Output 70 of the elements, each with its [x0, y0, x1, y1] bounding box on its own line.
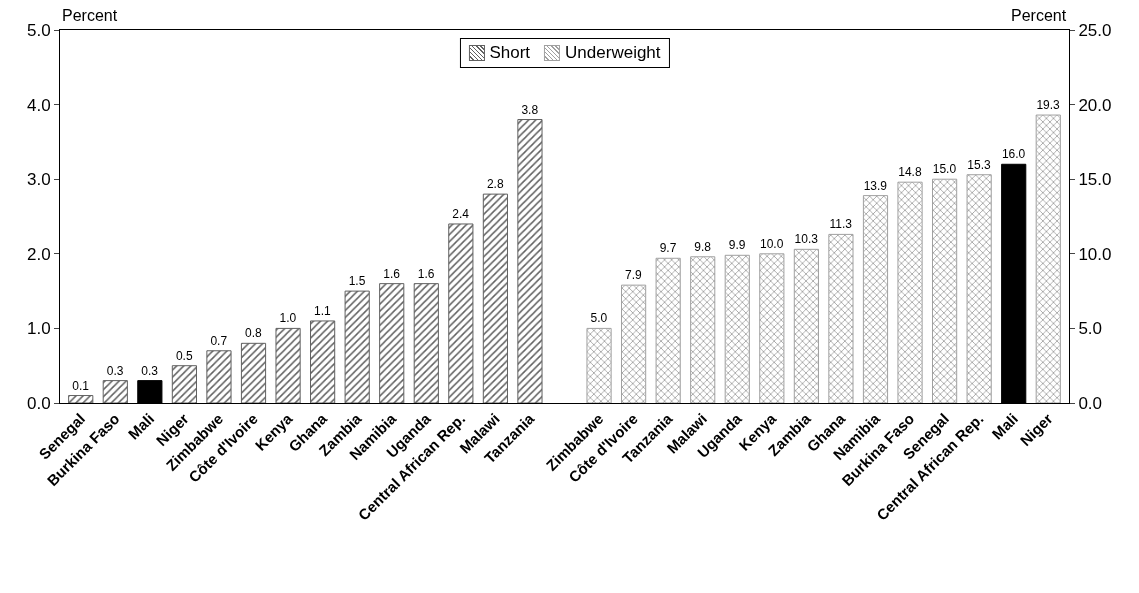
- legend-label: Underweight: [565, 43, 661, 63]
- data-label: 2.4: [452, 206, 470, 221]
- legend-label: Short: [489, 43, 531, 63]
- bar: [171, 365, 197, 403]
- bar: [862, 195, 889, 403]
- data-label: 19.3: [1036, 98, 1061, 113]
- data-label: 5.0: [590, 311, 608, 326]
- data-label: 10.3: [794, 232, 819, 247]
- data-label: 3.8: [521, 102, 539, 117]
- data-label: 10.0: [759, 236, 784, 251]
- data-label: 11.3: [829, 217, 853, 232]
- bar: [68, 395, 94, 403]
- bar: [966, 174, 992, 403]
- data-label: 9.8: [694, 239, 712, 254]
- y-tick-label: 0.0: [26, 393, 51, 413]
- data-label: 13.9: [863, 178, 888, 193]
- y-tick-label: 5.0: [26, 20, 51, 40]
- y2-tick-label: 20.0: [1078, 95, 1112, 115]
- y-axis-title: Percent: [62, 7, 118, 24]
- data-label: 7.9: [625, 268, 643, 283]
- bar: [759, 253, 785, 403]
- data-label: 0.8: [245, 326, 263, 341]
- y-tick-label: 4.0: [26, 95, 51, 115]
- bar: [517, 119, 543, 403]
- bar: [482, 193, 508, 403]
- bar: [379, 283, 405, 403]
- data-label: 0.3: [106, 363, 124, 378]
- bar: [102, 380, 128, 403]
- data-label: 0.3: [141, 363, 159, 378]
- y2-tick-label: 25.0: [1078, 20, 1112, 40]
- data-label: 1.5: [348, 274, 366, 289]
- data-label: 0.1: [72, 378, 90, 393]
- bar: [793, 248, 819, 403]
- y-tick-label: 3.0: [26, 170, 51, 190]
- bar: [275, 327, 301, 403]
- data-label: 1.6: [417, 266, 435, 281]
- bar: [828, 233, 854, 403]
- data-label: 9.7: [659, 241, 677, 256]
- y2-tick-label: 0.0: [1078, 393, 1103, 413]
- y2-tick-label: 15.0: [1078, 170, 1112, 190]
- bar: [897, 181, 923, 403]
- data-label: 0.7: [210, 333, 228, 348]
- y2-axis-title: Percent: [1011, 7, 1067, 24]
- bar: [206, 350, 232, 403]
- y-tick-label: 1.0: [26, 319, 51, 339]
- data-label: 9.9: [728, 238, 746, 253]
- bar: [448, 223, 474, 403]
- y2-tick-label: 10.0: [1078, 244, 1112, 264]
- data-label: 15.3: [967, 157, 991, 172]
- data-label: 1.6: [383, 266, 401, 281]
- bar: [690, 256, 716, 403]
- data-label: 1.1: [314, 303, 332, 318]
- bar: [344, 290, 370, 403]
- bar: [586, 327, 612, 403]
- bar: [621, 284, 647, 403]
- bar: [240, 342, 267, 403]
- data-label: 15.0: [932, 162, 957, 177]
- bar: [932, 178, 958, 403]
- bar: [413, 283, 439, 403]
- bar: [655, 257, 681, 403]
- bar: [1035, 114, 1061, 403]
- y2-tick-label: 5.0: [1078, 319, 1103, 339]
- bar: [310, 320, 336, 403]
- data-label: 1.0: [279, 311, 297, 326]
- data-label: 14.8: [898, 165, 922, 180]
- data-label: 0.5: [175, 348, 193, 363]
- data-label: 16.0: [1001, 147, 1026, 162]
- bar: [724, 254, 750, 403]
- data-label: 2.8: [486, 177, 504, 192]
- y-tick-label: 2.0: [26, 244, 51, 264]
